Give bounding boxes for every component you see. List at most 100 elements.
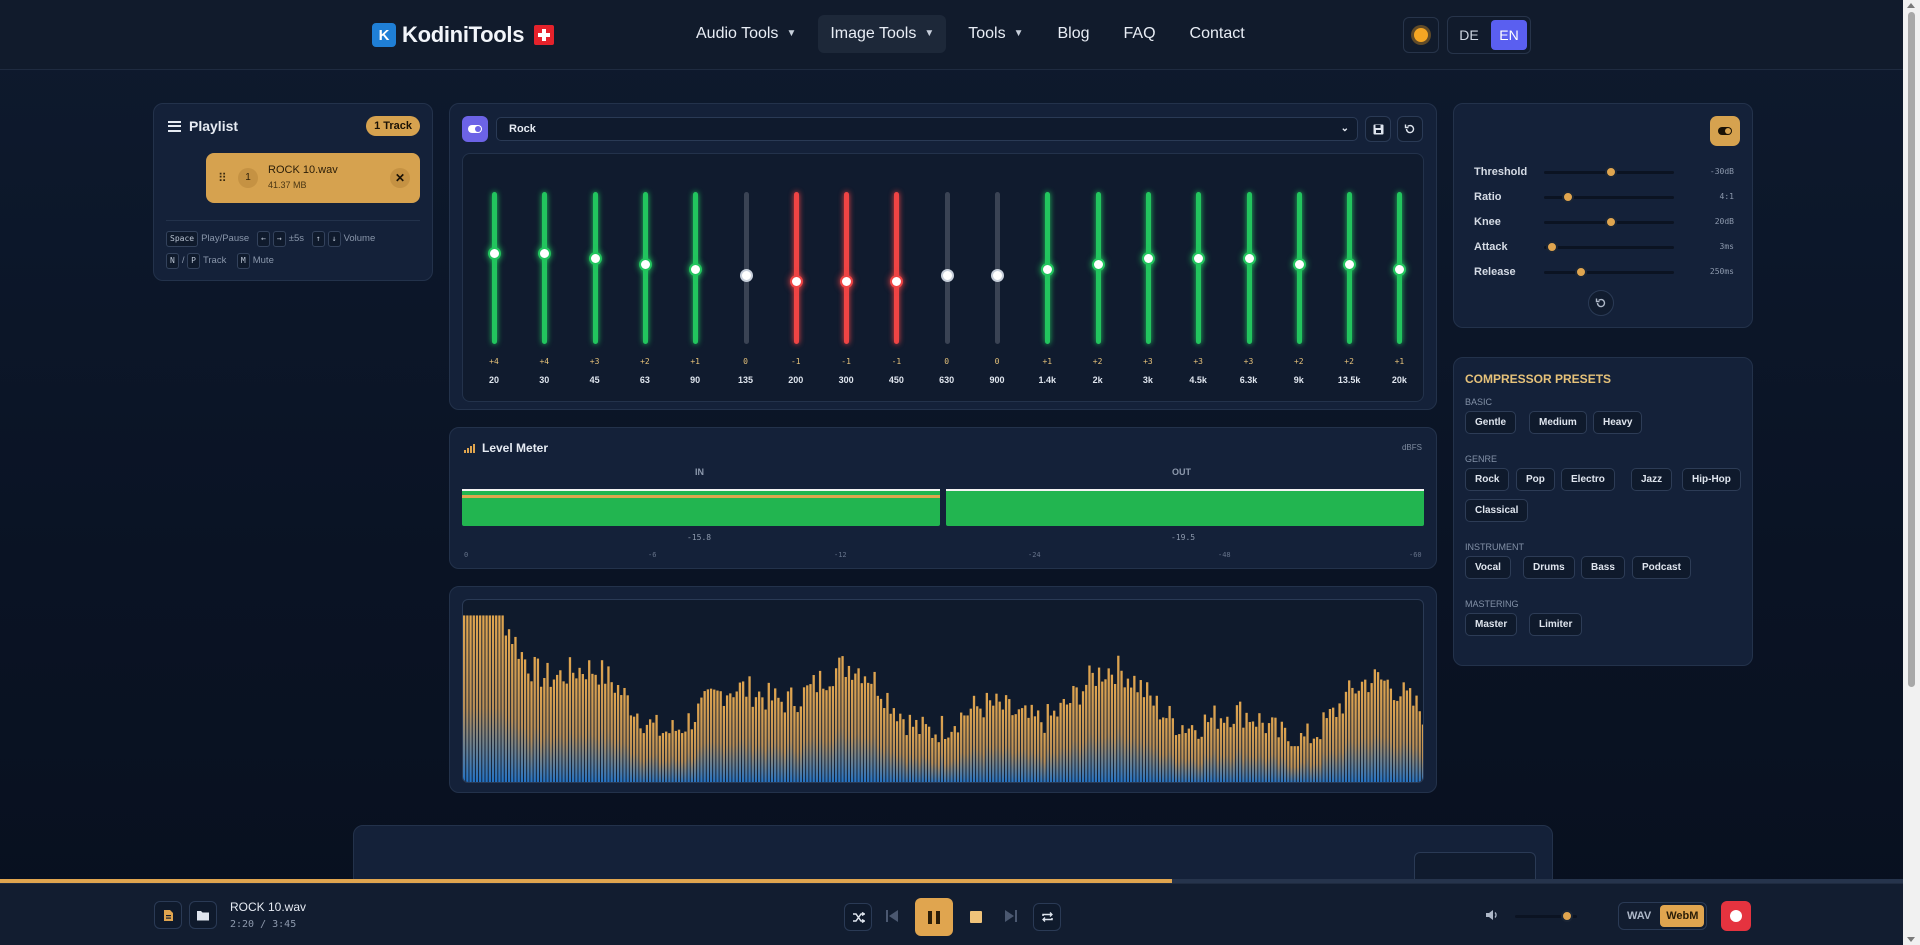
format-wav-button[interactable]: WAV: [1627, 910, 1652, 922]
nav-contact[interactable]: Contact: [1178, 15, 1257, 53]
eq-band-slider[interactable]: [1246, 192, 1252, 344]
next-track-button[interactable]: [1005, 909, 1017, 923]
reset-compressor-button[interactable]: [1588, 290, 1614, 316]
drag-handle-icon[interactable]: ⠿: [218, 171, 227, 185]
eq-band-slider[interactable]: [542, 192, 548, 344]
param-slider-thumb[interactable]: [1605, 166, 1617, 178]
preset-chip[interactable]: Hip-Hop: [1682, 468, 1741, 491]
preset-chip[interactable]: Master: [1465, 613, 1518, 636]
eq-band-slider[interactable]: [492, 192, 497, 344]
preset-chip[interactable]: Drums: [1523, 556, 1575, 579]
stop-button[interactable]: [962, 903, 990, 931]
preset-chip[interactable]: Electro: [1561, 468, 1615, 491]
waveform-bar: [1197, 738, 1200, 782]
remove-track-button[interactable]: ✕: [390, 168, 410, 188]
eq-band-slider[interactable]: [743, 192, 749, 344]
eq-band-knob[interactable]: [940, 269, 954, 282]
preset-chip[interactable]: Podcast: [1632, 556, 1691, 579]
param-slider[interactable]: [1544, 246, 1674, 249]
eq-band-knob[interactable]: [890, 274, 904, 288]
eq-preset-select[interactable]: Rock ⌄: [496, 117, 1358, 141]
volume-slider-thumb[interactable]: [1560, 910, 1573, 922]
param-slider-thumb[interactable]: [1605, 216, 1617, 228]
eq-band-slider[interactable]: [844, 192, 850, 344]
eq-band-slider[interactable]: [1196, 192, 1202, 344]
eq-band-slider[interactable]: [592, 192, 598, 344]
eq-band-slider[interactable]: [894, 192, 900, 344]
nav-image-tools[interactable]: Image Tools ▼: [818, 15, 947, 53]
theme-toggle-button[interactable]: [1403, 17, 1439, 53]
param-slider[interactable]: [1544, 196, 1674, 199]
volume-icon[interactable]: [1485, 908, 1499, 926]
playlist-track[interactable]: ⠿ 1 ROCK 10.wav 41.37 MB ✕: [206, 153, 420, 203]
open-file-button[interactable]: [154, 901, 182, 929]
param-slider-thumb[interactable]: [1574, 266, 1587, 278]
repeat-button[interactable]: [1033, 903, 1061, 931]
scroll-up-arrow[interactable]: [1907, 3, 1915, 8]
playlist-panel: Playlist 1 Track ⠿ 1 ROCK 10.wav 41.37 M…: [153, 103, 433, 281]
eq-enable-toggle[interactable]: [462, 116, 488, 142]
eq-band-knob[interactable]: [1141, 252, 1155, 266]
eq-band-knob[interactable]: [1091, 257, 1105, 271]
eq-band-knob[interactable]: [739, 269, 753, 282]
preset-chip[interactable]: Jazz: [1631, 468, 1673, 491]
waveform-bar: [963, 715, 966, 782]
preset-chip[interactable]: Heavy: [1593, 411, 1643, 434]
eq-band-knob[interactable]: [588, 252, 602, 266]
scroll-down-arrow[interactable]: [1907, 937, 1915, 942]
previous-track-button[interactable]: [886, 909, 898, 923]
nav-audio-tools[interactable]: Audio Tools ▼: [684, 15, 808, 53]
eq-band-knob[interactable]: [488, 246, 501, 260]
logo[interactable]: K KodiniTools: [372, 22, 555, 48]
eq-band-slider[interactable]: [944, 192, 950, 344]
playback-progress[interactable]: [0, 879, 1903, 883]
nav-tools[interactable]: Tools ▼: [956, 15, 1035, 53]
param-slider-thumb[interactable]: [1562, 191, 1575, 203]
reset-eq-button[interactable]: [1397, 116, 1423, 142]
param-slider-thumb[interactable]: [1546, 241, 1559, 253]
page-scrollbar[interactable]: [1903, 0, 1920, 945]
scrollbar-thumb[interactable]: [1908, 12, 1915, 687]
preset-chip[interactable]: Pop: [1516, 468, 1555, 491]
save-preset-button[interactable]: [1365, 116, 1391, 142]
compressor-enable-toggle[interactable]: [1710, 116, 1740, 146]
nav-blog[interactable]: Blog: [1046, 15, 1102, 53]
open-folder-button[interactable]: [189, 901, 217, 929]
lang-en-button[interactable]: EN: [1491, 20, 1527, 50]
waveform-visualizer[interactable]: [462, 599, 1424, 783]
eq-band-knob[interactable]: [1041, 263, 1055, 277]
waveform-bar: [995, 693, 998, 782]
preset-chip[interactable]: Medium: [1529, 411, 1587, 434]
preset-chip[interactable]: Vocal: [1465, 556, 1511, 579]
preset-chip[interactable]: Rock: [1465, 468, 1510, 491]
nav-faq[interactable]: FAQ: [1112, 15, 1168, 53]
preset-chip[interactable]: Gentle: [1465, 411, 1517, 434]
lang-de-button[interactable]: DE: [1459, 27, 1479, 43]
eq-band-slider[interactable]: [793, 192, 799, 344]
record-button[interactable]: [1721, 901, 1751, 931]
eq-band: +4 30: [524, 154, 564, 403]
preset-chip[interactable]: Bass: [1581, 556, 1625, 579]
eq-band-slider[interactable]: [1145, 192, 1151, 344]
eq-band-knob[interactable]: [1242, 252, 1256, 266]
eq-band: -1 200: [776, 154, 816, 403]
eq-band-knob[interactable]: [1292, 257, 1306, 271]
eq-band-slider[interactable]: [995, 192, 1000, 344]
preset-chip[interactable]: Classical: [1465, 499, 1529, 522]
eq-band-knob[interactable]: [1393, 263, 1407, 277]
volume-slider[interactable]: [1515, 915, 1577, 918]
param-slider[interactable]: [1544, 271, 1674, 274]
eq-band-knob[interactable]: [1192, 252, 1206, 266]
pause-button[interactable]: [915, 898, 953, 936]
eq-band-knob[interactable]: [538, 246, 552, 260]
eq-band-knob[interactable]: [689, 263, 703, 277]
preset-chip[interactable]: Limiter: [1529, 613, 1583, 636]
waveform-bar: [1056, 716, 1059, 782]
eq-band-knob[interactable]: [638, 257, 652, 271]
shuffle-button[interactable]: [844, 903, 872, 931]
eq-band-knob[interactable]: [840, 274, 854, 288]
eq-band-knob[interactable]: [991, 269, 1004, 282]
eq-band-knob[interactable]: [789, 274, 803, 288]
format-webm-button[interactable]: WebM: [1660, 905, 1705, 927]
eq-band-knob[interactable]: [1343, 257, 1357, 271]
